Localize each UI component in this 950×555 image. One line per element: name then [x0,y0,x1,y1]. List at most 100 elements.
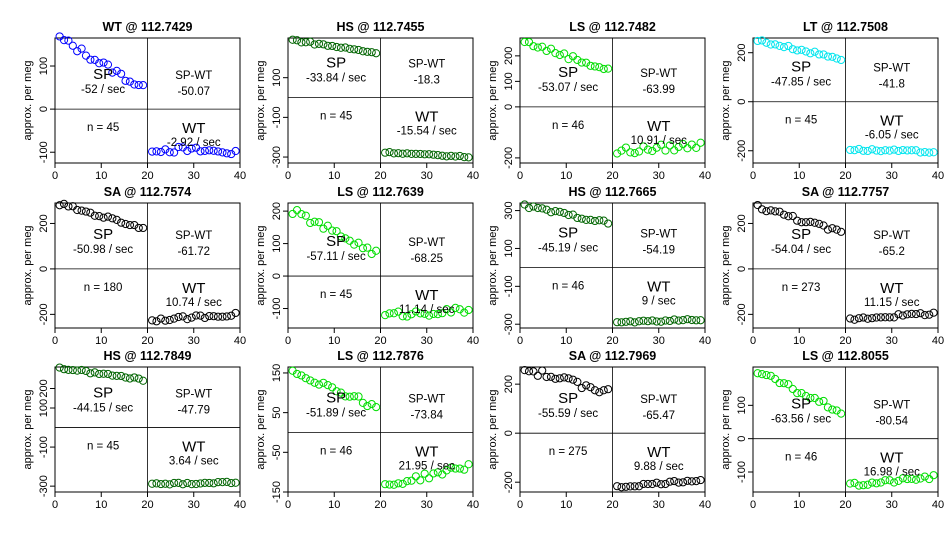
x-tick-label: 20 [141,170,153,182]
x-tick-label: 40 [699,335,711,347]
sp-point [529,42,538,51]
sp-point [551,49,560,58]
sp-point [546,208,556,217]
wt-point [665,316,674,326]
sp-point [801,391,811,401]
spwt-label: SP-WT [640,228,677,240]
wt-point [446,463,456,472]
wt-point [385,148,394,157]
wt-point [156,147,166,157]
wt-point [621,143,631,152]
sp-point [837,55,846,65]
wt-point [867,314,877,323]
sp-point [64,36,73,45]
x-tick-label: 0 [750,170,756,182]
wt-point [455,151,464,161]
n-label: n = 275 [549,446,588,458]
wt-point [429,469,438,478]
wt-point [156,479,166,489]
sp-point [577,58,586,67]
sp-point [604,64,613,73]
wt-point [411,149,420,158]
wt-point [451,464,460,473]
wt-point [222,312,231,321]
wt-point [174,478,183,487]
y-tick-label: 100 [38,57,50,75]
wt-point [692,143,701,152]
sp-point [599,64,608,74]
n-label: n = 45 [87,122,119,134]
wt-point [630,148,639,158]
wt-rate-label: 16.98 / sec [864,467,921,479]
sp-rate-label: -47.85 / sec [771,77,831,89]
sp-point [533,371,542,380]
x-tick-label: 0 [517,499,523,511]
x-tick-label: 30 [653,170,665,182]
wt-point [863,314,872,323]
sp-point [117,69,126,78]
sp-point [568,375,578,384]
sp-point [314,218,324,227]
sp-point [555,374,564,383]
wt-point [460,308,469,317]
sp-label: SP [791,396,811,413]
sp-point [354,238,363,247]
sp-point [533,203,542,213]
sp-point [121,373,130,382]
x-tick-label: 30 [421,499,433,511]
wt-point [196,311,205,320]
sp-point [323,41,332,50]
wt-point [407,310,416,319]
y-tick-label: -300 [503,313,515,335]
sp-rate-label: -55.59 / sec [538,408,598,420]
y-axis-label: approx. per meg [22,60,34,140]
sp-point [542,372,551,382]
wt-point [433,151,442,160]
y-tick-label: 100 [271,69,283,87]
sp-point [336,43,346,52]
sp-point [288,209,297,219]
y-tick-label: 100 [38,399,50,417]
sp-point [64,365,73,374]
wt-point [416,476,425,485]
wt-point [674,142,683,152]
wt-point [881,146,890,155]
sp-point [328,41,337,51]
x-tick-label: 10 [95,499,107,511]
wt-point [648,479,657,489]
sp-point [341,392,350,401]
sp-point [86,55,95,64]
wt-point [876,313,885,322]
wt-point [161,145,170,154]
wt-point [916,148,925,157]
sp-rate-label: -57.11 / sec [306,251,365,263]
panel-title: WT @ 112.7429 [102,20,192,34]
n-label: n = 45 [785,115,817,127]
sp-point [99,58,108,67]
wt-point [692,316,701,325]
wt-point [889,145,899,154]
sp-point [59,365,69,374]
sp-point [314,380,324,389]
sp-point [319,224,328,233]
sp-point [564,374,573,383]
sp-point [753,369,762,378]
wt-point [630,318,639,327]
panel-title: HS @ 112.7665 [569,185,657,199]
sp-point [68,202,77,211]
sp-point [582,381,591,390]
sp-point [560,208,569,218]
wt-rate-label: 10.74 / sec [166,297,223,309]
y-tick-label: -100 [38,436,50,458]
sp-point [292,369,302,379]
sp-point [564,210,573,220]
sp-point [762,370,771,380]
sp-point [73,366,82,375]
sp-point [775,41,784,50]
sp-point [336,232,346,241]
wt-point [178,480,187,489]
y-tick-label: 0 [503,430,515,436]
y-tick-label: -150 [271,481,283,503]
wt-point [183,315,192,324]
